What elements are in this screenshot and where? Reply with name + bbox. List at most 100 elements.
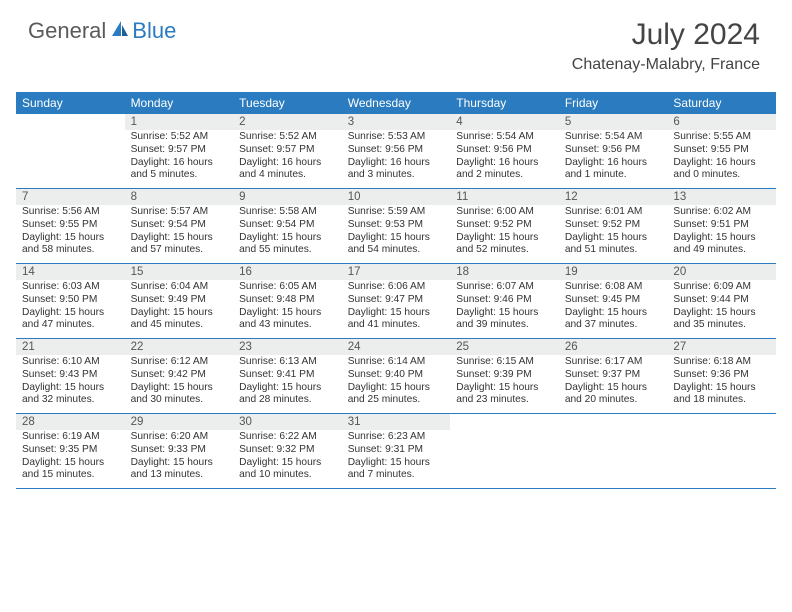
daylight-line-1: Daylight: 15 hours	[673, 382, 770, 395]
day-cell: 10Sunrise: 5:59 AMSunset: 9:53 PMDayligh…	[342, 189, 451, 263]
sunrise-line: Sunrise: 5:57 AM	[131, 206, 228, 219]
sunset-line: Sunset: 9:31 PM	[348, 444, 445, 457]
sunset-line: Sunset: 9:41 PM	[239, 369, 336, 382]
day-body: Sunrise: 6:00 AMSunset: 9:52 PMDaylight:…	[450, 205, 559, 263]
day-number: 26	[559, 339, 668, 355]
sunset-line: Sunset: 9:47 PM	[348, 294, 445, 307]
daylight-line-1: Daylight: 15 hours	[239, 382, 336, 395]
sunrise-line: Sunrise: 5:56 AM	[22, 206, 119, 219]
sunrise-line: Sunrise: 6:15 AM	[456, 356, 553, 369]
day-body: Sunrise: 5:57 AMSunset: 9:54 PMDaylight:…	[125, 205, 234, 263]
daylight-line-2: and 52 minutes.	[456, 244, 553, 257]
daylight-line-1: Daylight: 15 hours	[348, 457, 445, 470]
day-cell: 9Sunrise: 5:58 AMSunset: 9:54 PMDaylight…	[233, 189, 342, 263]
daylight-line-2: and 57 minutes.	[131, 244, 228, 257]
sail-icon	[110, 19, 130, 44]
sunset-line: Sunset: 9:57 PM	[131, 144, 228, 157]
location-label: Chatenay-Malabry, France	[572, 56, 760, 74]
daylight-line-2: and 20 minutes.	[565, 394, 662, 407]
daylight-line-2: and 18 minutes.	[673, 394, 770, 407]
daylight-line-2: and 49 minutes.	[673, 244, 770, 257]
day-cell: 6Sunrise: 5:55 AMSunset: 9:55 PMDaylight…	[667, 114, 776, 188]
day-number: 15	[125, 264, 234, 280]
day-number: 28	[16, 414, 125, 430]
sunrise-line: Sunrise: 6:05 AM	[239, 281, 336, 294]
day-cell: 1Sunrise: 5:52 AMSunset: 9:57 PMDaylight…	[125, 114, 234, 188]
week-row: 21Sunrise: 6:10 AMSunset: 9:43 PMDayligh…	[16, 339, 776, 414]
day-cell: 5Sunrise: 5:54 AMSunset: 9:56 PMDaylight…	[559, 114, 668, 188]
daylight-line-2: and 43 minutes.	[239, 319, 336, 332]
day-number	[16, 114, 125, 130]
day-number: 31	[342, 414, 451, 430]
sunrise-line: Sunrise: 6:17 AM	[565, 356, 662, 369]
daylight-line-1: Daylight: 15 hours	[348, 307, 445, 320]
sunset-line: Sunset: 9:43 PM	[22, 369, 119, 382]
daylight-line-2: and 35 minutes.	[673, 319, 770, 332]
day-number: 10	[342, 189, 451, 205]
day-number: 13	[667, 189, 776, 205]
day-number: 7	[16, 189, 125, 205]
sunrise-line: Sunrise: 6:18 AM	[673, 356, 770, 369]
weekday-header: Tuesday	[233, 92, 342, 114]
daylight-line-1: Daylight: 16 hours	[673, 157, 770, 170]
day-body	[559, 430, 668, 437]
daylight-line-1: Daylight: 15 hours	[131, 457, 228, 470]
day-number: 25	[450, 339, 559, 355]
daylight-line-1: Daylight: 15 hours	[22, 457, 119, 470]
week-row: 1Sunrise: 5:52 AMSunset: 9:57 PMDaylight…	[16, 114, 776, 189]
daylight-line-1: Daylight: 15 hours	[565, 232, 662, 245]
day-number: 21	[16, 339, 125, 355]
day-body: Sunrise: 6:23 AMSunset: 9:31 PMDaylight:…	[342, 430, 451, 488]
daylight-line-2: and 13 minutes.	[131, 469, 228, 482]
daylight-line-1: Daylight: 16 hours	[456, 157, 553, 170]
daylight-line-2: and 0 minutes.	[673, 169, 770, 182]
sunset-line: Sunset: 9:55 PM	[22, 219, 119, 232]
day-body: Sunrise: 6:02 AMSunset: 9:51 PMDaylight:…	[667, 205, 776, 263]
daylight-line-1: Daylight: 15 hours	[456, 382, 553, 395]
sunset-line: Sunset: 9:32 PM	[239, 444, 336, 457]
day-body: Sunrise: 5:55 AMSunset: 9:55 PMDaylight:…	[667, 130, 776, 188]
day-body: Sunrise: 5:58 AMSunset: 9:54 PMDaylight:…	[233, 205, 342, 263]
sunrise-line: Sunrise: 6:12 AM	[131, 356, 228, 369]
daylight-line-2: and 54 minutes.	[348, 244, 445, 257]
day-cell	[450, 414, 559, 488]
sunset-line: Sunset: 9:42 PM	[131, 369, 228, 382]
day-body	[667, 430, 776, 437]
month-title: July 2024	[572, 18, 760, 52]
sunrise-line: Sunrise: 6:07 AM	[456, 281, 553, 294]
daylight-line-2: and 4 minutes.	[239, 169, 336, 182]
weekday-header: Wednesday	[342, 92, 451, 114]
sunrise-line: Sunrise: 6:19 AM	[22, 431, 119, 444]
day-cell	[559, 414, 668, 488]
daylight-line-1: Daylight: 15 hours	[239, 457, 336, 470]
daylight-line-2: and 28 minutes.	[239, 394, 336, 407]
sunrise-line: Sunrise: 6:08 AM	[565, 281, 662, 294]
calendar: SundayMondayTuesdayWednesdayThursdayFrid…	[16, 92, 776, 489]
day-number	[667, 414, 776, 430]
daylight-line-1: Daylight: 15 hours	[456, 307, 553, 320]
sunrise-line: Sunrise: 6:09 AM	[673, 281, 770, 294]
day-body: Sunrise: 6:22 AMSunset: 9:32 PMDaylight:…	[233, 430, 342, 488]
day-body: Sunrise: 5:54 AMSunset: 9:56 PMDaylight:…	[450, 130, 559, 188]
sunrise-line: Sunrise: 5:55 AM	[673, 131, 770, 144]
sunset-line: Sunset: 9:56 PM	[565, 144, 662, 157]
day-body: Sunrise: 6:05 AMSunset: 9:48 PMDaylight:…	[233, 280, 342, 338]
daylight-line-1: Daylight: 15 hours	[131, 382, 228, 395]
sunset-line: Sunset: 9:33 PM	[131, 444, 228, 457]
daylight-line-1: Daylight: 15 hours	[565, 382, 662, 395]
day-number: 1	[125, 114, 234, 130]
sunset-line: Sunset: 9:53 PM	[348, 219, 445, 232]
weekday-header-row: SundayMondayTuesdayWednesdayThursdayFrid…	[16, 92, 776, 114]
daylight-line-1: Daylight: 15 hours	[565, 307, 662, 320]
day-number: 20	[667, 264, 776, 280]
daylight-line-2: and 41 minutes.	[348, 319, 445, 332]
daylight-line-2: and 3 minutes.	[348, 169, 445, 182]
daylight-line-1: Daylight: 15 hours	[348, 382, 445, 395]
daylight-line-2: and 55 minutes.	[239, 244, 336, 257]
sunset-line: Sunset: 9:45 PM	[565, 294, 662, 307]
sunrise-line: Sunrise: 5:52 AM	[131, 131, 228, 144]
sunset-line: Sunset: 9:57 PM	[239, 144, 336, 157]
brand-logo: General Blue	[28, 18, 176, 44]
day-number: 5	[559, 114, 668, 130]
sunrise-line: Sunrise: 6:20 AM	[131, 431, 228, 444]
